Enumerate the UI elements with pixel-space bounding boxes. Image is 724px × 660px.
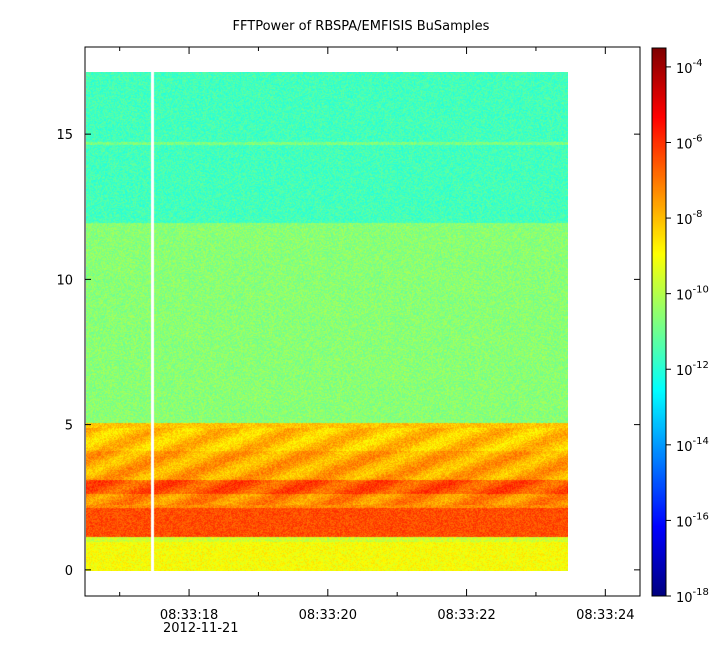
colorbar-frame — [651, 47, 667, 597]
chart-title: FFTPower of RBSPA/EMFISIS BuSamples — [233, 19, 490, 34]
colorbar-gradient — [652, 48, 666, 596]
spectrogram-heatmap — [86, 72, 568, 571]
colorbar-tick-label: 10-10 — [676, 285, 709, 304]
colorbar-tick-exponent: -10 — [693, 285, 709, 296]
colorbar-tick-label: 10-14 — [676, 436, 709, 455]
colorbar-tick-exponent: -16 — [693, 511, 709, 522]
x-date-label: 2012-11-21 — [163, 621, 239, 636]
colorbar-tick-label: 10-6 — [676, 133, 703, 152]
x-tick-label: 08:33:18 — [160, 608, 218, 623]
colorbar-tick-base: 10 — [676, 137, 693, 152]
colorbar-tick-base: 10 — [676, 440, 693, 455]
colorbar-tick-exponent: -4 — [693, 58, 703, 69]
colorbar-holder — [652, 48, 666, 596]
y-tick-label: 5 — [65, 419, 73, 434]
axes-group: 0 5 10 15 08:33:18 08:33:20 08:33:22 08:33:24 — [56, 47, 640, 623]
x-tick-label: 08:33:24 — [576, 608, 634, 623]
colorbar-tick-label: 10-8 — [676, 209, 703, 228]
y-tick-label: 0 — [65, 564, 73, 579]
colorbar-tick-label: 10-18 — [676, 587, 709, 606]
y-tick-label: 15 — [56, 128, 73, 143]
colorbar-tick-exponent: -6 — [693, 133, 703, 144]
colorbar-tick-label: 10-16 — [676, 511, 709, 530]
colorbar-tick-base: 10 — [676, 213, 693, 228]
heatmap-image-holder — [86, 72, 568, 571]
colorbar-tick-base: 10 — [676, 364, 693, 379]
colorbar-tick-base: 10 — [676, 591, 693, 606]
x-tick-label: 08:33:22 — [437, 608, 495, 623]
colorbar-tick-base: 10 — [676, 289, 693, 304]
colorbar-tick-exponent: -8 — [693, 209, 703, 220]
colorbar-tick-label: 10-12 — [676, 360, 709, 379]
colorbar-tick-base: 10 — [676, 62, 693, 77]
x-tick-label: 08:33:20 — [299, 608, 357, 623]
colorbar-tick-label: 10-4 — [676, 58, 703, 77]
colorbar-tick-exponent: -12 — [693, 360, 709, 371]
colorbar-tick-base: 10 — [676, 515, 693, 530]
colorbar-tick-exponent: -18 — [693, 587, 709, 598]
colorbar-tick-exponent: -14 — [693, 436, 709, 447]
y-tick-label: 10 — [56, 273, 73, 288]
